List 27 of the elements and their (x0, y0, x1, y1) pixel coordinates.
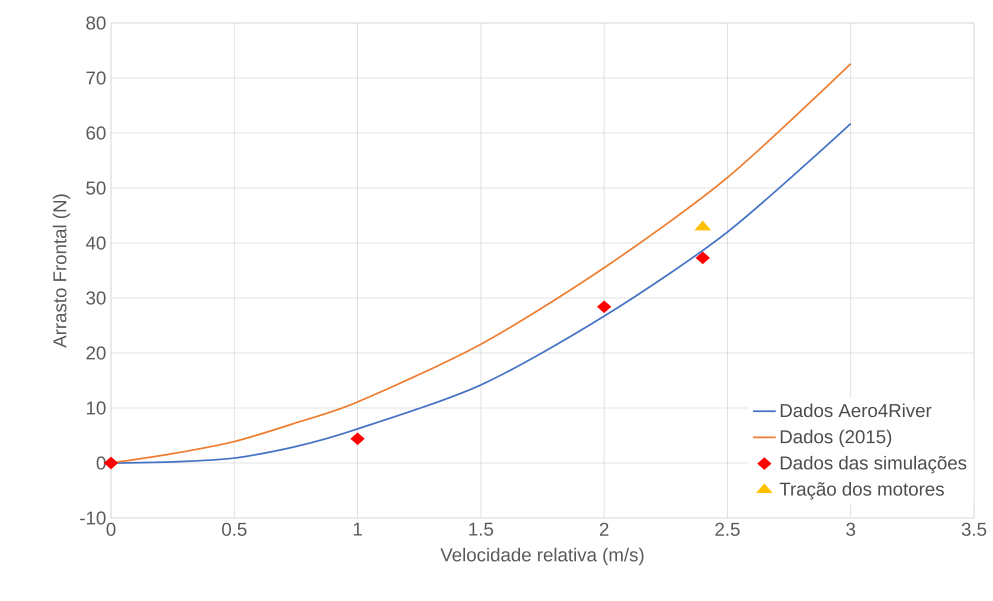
y-tick-label: 80 (86, 16, 106, 30)
x-tick-label: 2.5 (715, 522, 740, 536)
x-tick-label: 3 (846, 522, 856, 536)
legend-label: Tração dos motores (780, 482, 944, 500)
legend-label: Dados (2015) (780, 430, 892, 448)
point (350, 432, 365, 446)
x-tick-label: 0 (106, 522, 116, 536)
point (696, 252, 710, 264)
y-tick-label: 50 (86, 181, 106, 195)
y-tick-label: 70 (86, 71, 106, 85)
y-tick-label: 30 (86, 291, 106, 305)
x-axis-title: Velocidade relativa (m/s) (440, 548, 644, 566)
y-tick-label: -10 (80, 511, 106, 525)
x-tick-label: 1.5 (469, 522, 494, 536)
point (597, 300, 612, 314)
y-tick-label: 60 (86, 126, 106, 140)
legend-label: Dados Aero4River (780, 403, 932, 418)
x-tick-label: 1 (354, 522, 362, 536)
y-tick-label: 40 (86, 236, 106, 250)
y-tick-label: 0 (96, 456, 106, 470)
y-tick-label: 20 (86, 346, 106, 360)
x-tick-label: 3.5 (962, 522, 986, 536)
x-tick-label: 0.5 (222, 522, 246, 536)
y-tick-label: 10 (86, 401, 106, 415)
x-tick-label: 2 (600, 522, 608, 536)
y-axis-title: Arrasto Frontal (N) (52, 194, 70, 348)
legend-label: Dados das simulações (780, 456, 966, 474)
